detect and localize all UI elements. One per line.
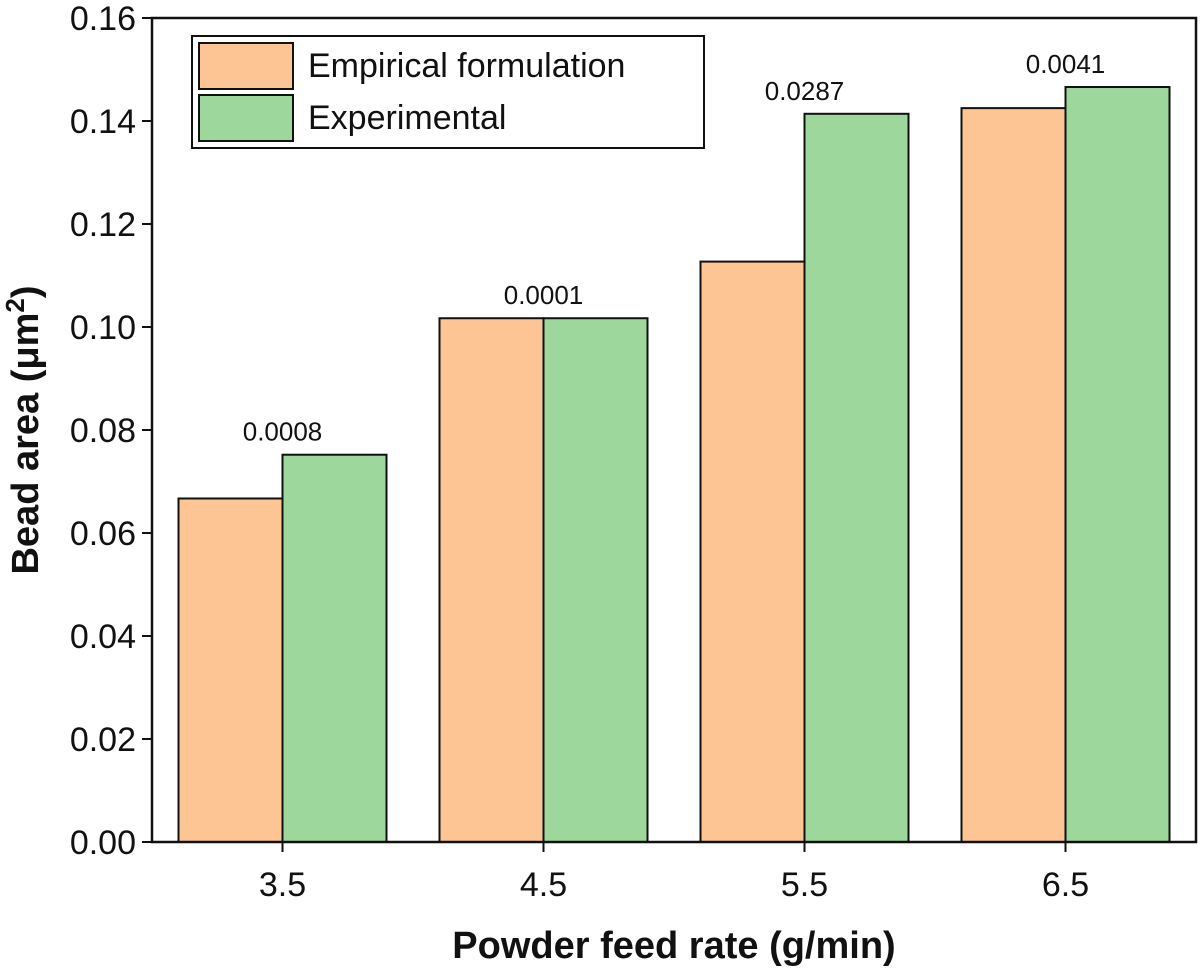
bar-experimental-6.5 xyxy=(1064,86,1171,843)
bar-empirical-6.5 xyxy=(960,107,1067,843)
y-axis-title: Bead area (μm2) xyxy=(0,285,47,574)
y-tick-label-0.06: 0.06 xyxy=(70,515,136,553)
bar-empirical-3.5 xyxy=(177,497,284,843)
x-tick-label-4.5: 4.5 xyxy=(520,866,567,904)
data-label-5.5: 0.0287 xyxy=(765,76,845,106)
bar-experimental-3.5 xyxy=(281,453,388,843)
data-label-6.5: 0.0041 xyxy=(1026,49,1106,79)
y-axis: 0.00 0.02 0.04 0.06 0.08 0.10 0.12 0.14 0.16 xyxy=(70,0,152,862)
y-axis-title-superscript: 2 xyxy=(0,298,30,312)
x-axis: 3.5 4.5 5.5 6.5 xyxy=(259,842,1089,904)
x-axis-title: Powder feed rate (g/min) xyxy=(452,925,895,967)
y-axis-title-main: Bead area (μm xyxy=(5,313,47,575)
legend: Empirical formulation Experimental xyxy=(191,35,705,149)
y-tick-label-0.02: 0.02 xyxy=(70,721,136,759)
bar-experimental-5.5 xyxy=(803,112,910,844)
data-label-3.5: 0.0008 xyxy=(243,417,323,447)
x-tick-label-5.5: 5.5 xyxy=(781,866,828,904)
y-tick-label-0.16: 0.16 xyxy=(70,0,136,38)
y-tick-label-0.10: 0.10 xyxy=(70,309,136,347)
annotations-layer: 0.0008 0.0001 0.0287 0.0041 xyxy=(243,49,1106,447)
legend-label-experimental: Experimental xyxy=(308,99,506,137)
y-tick-label-0.08: 0.08 xyxy=(70,412,136,450)
y-axis-title-close: ) xyxy=(5,285,47,298)
bars-layer xyxy=(177,86,1171,844)
y-tick-label-0.00: 0.00 xyxy=(70,824,136,862)
legend-label-empirical: Empirical formulation xyxy=(308,47,625,85)
y-tick-label-0.14: 0.14 xyxy=(70,103,136,141)
x-tick-label-6.5: 6.5 xyxy=(1042,866,1089,904)
data-label-4.5: 0.0001 xyxy=(504,280,584,310)
bar-experimental-4.5 xyxy=(542,317,649,843)
x-tick-label-3.5: 3.5 xyxy=(259,866,306,904)
bar-empirical-4.5 xyxy=(438,317,545,843)
legend-swatch-experimental xyxy=(198,94,294,142)
y-tick-label-0.12: 0.12 xyxy=(70,206,136,244)
bar-empirical-5.5 xyxy=(699,260,806,844)
y-tick-label-0.04: 0.04 xyxy=(70,618,136,656)
legend-swatch-empirical xyxy=(198,42,294,90)
